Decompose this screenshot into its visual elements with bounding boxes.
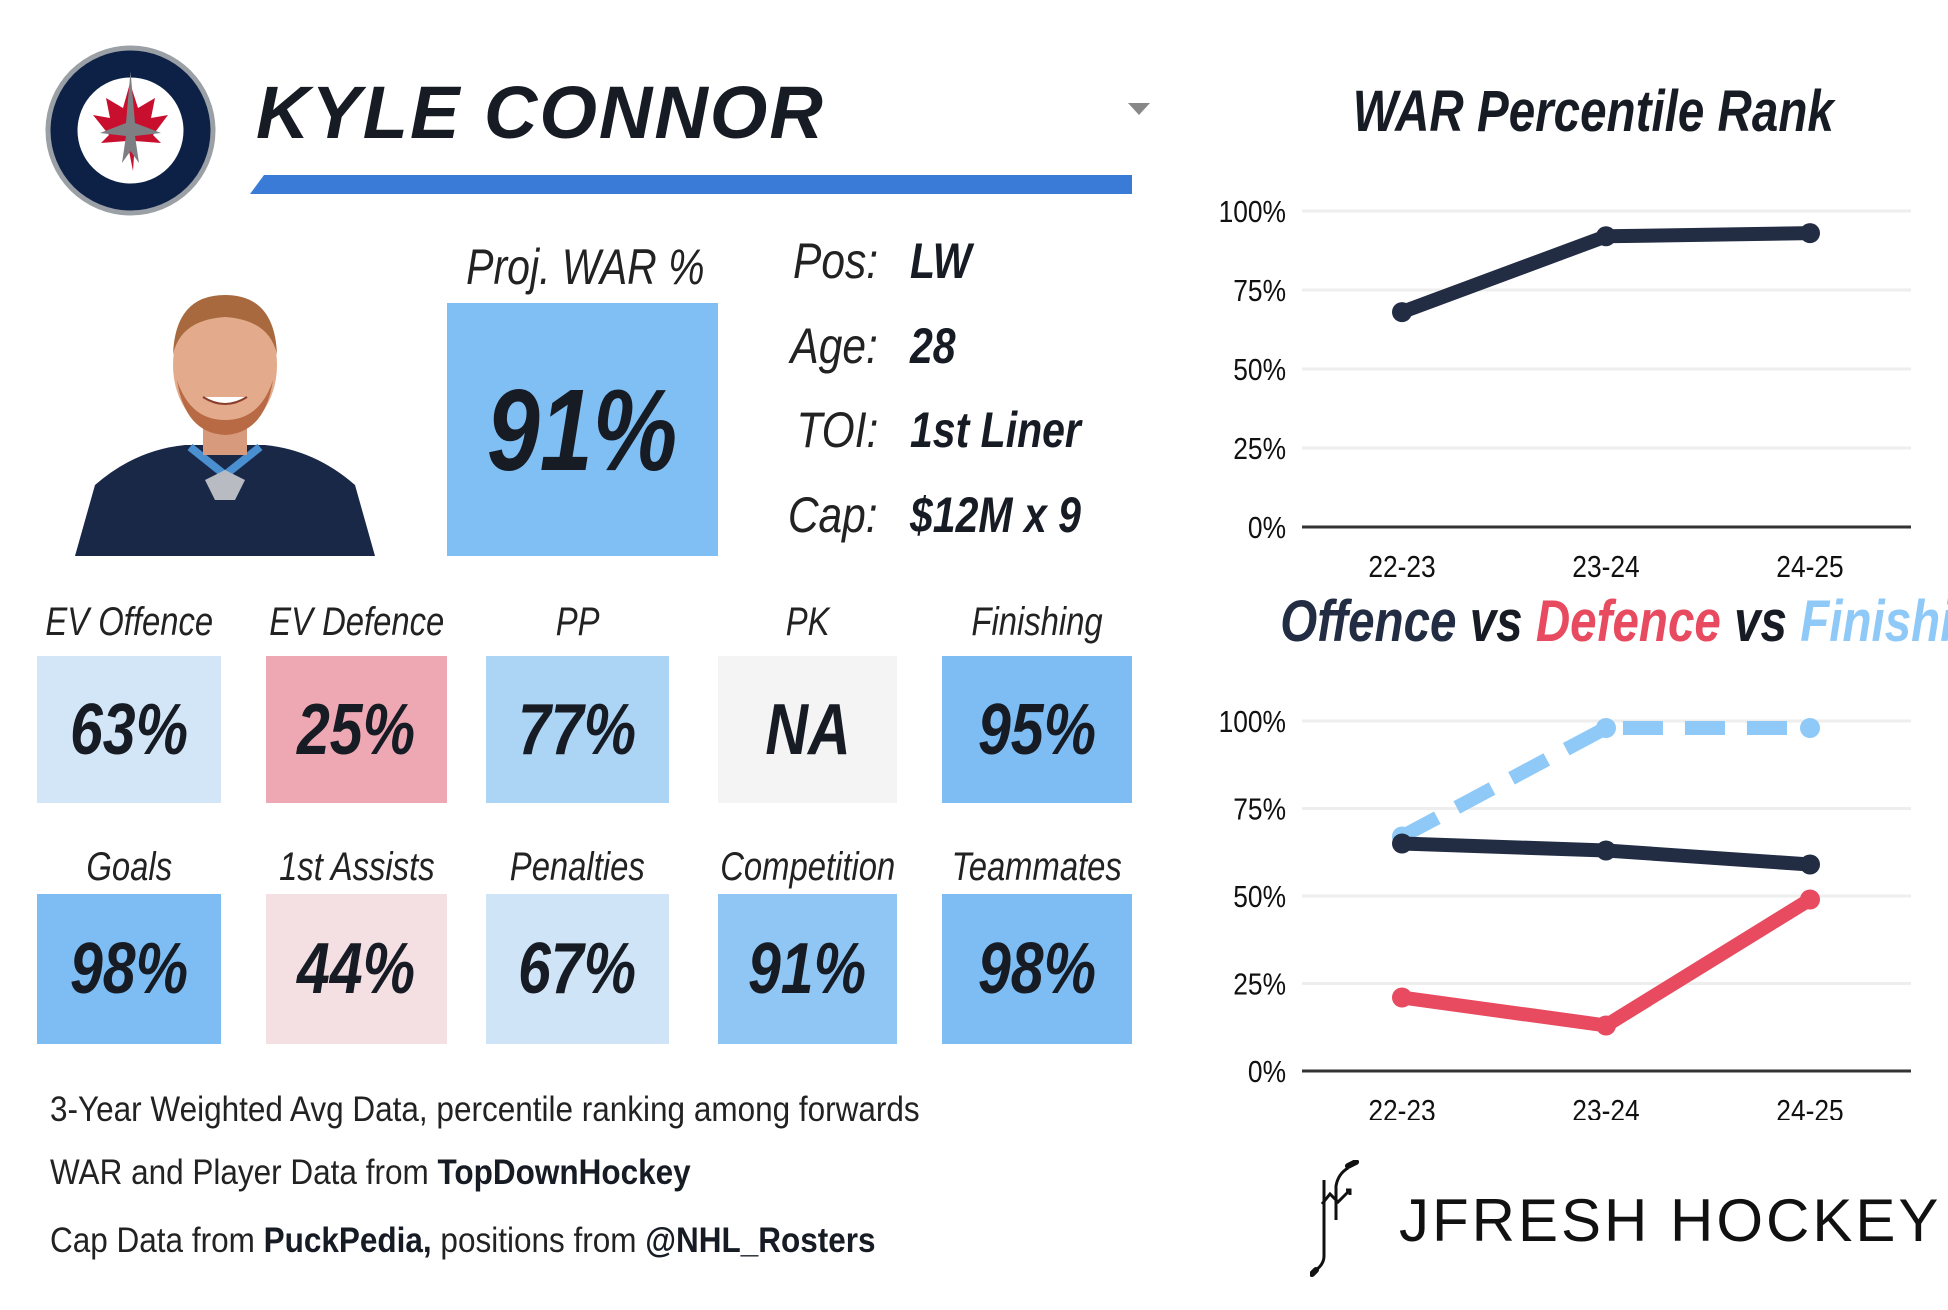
metric-tile: 95% — [942, 656, 1132, 803]
title-underline — [250, 175, 1132, 194]
info-row-position: Pos: LW — [792, 233, 972, 289]
y-tick-label: 50% — [1233, 880, 1286, 914]
y-tick-label: 25% — [1233, 432, 1286, 466]
y-tick-label: 100% — [1219, 195, 1286, 229]
metric-tile: 44% — [266, 894, 447, 1044]
team-logo — [45, 45, 216, 216]
proj-war-value: 91% — [487, 364, 678, 495]
title-defence: Defence — [1535, 589, 1721, 654]
footer-source-war: WAR and Player Data from TopDownHockey — [50, 1153, 691, 1192]
x-tick-label: 23-24 — [1572, 1094, 1639, 1120]
metric-label: EV Offence — [45, 600, 213, 644]
data-point-defence — [1596, 1015, 1616, 1036]
offence-defence-finishing-chart: 0% 25% 50% 75% 100% 22-23 23-24 24-25 — [1219, 705, 1911, 1120]
x-tick-label: 24-25 — [1776, 1094, 1843, 1120]
y-tick-label: 100% — [1219, 705, 1286, 739]
data-point-defence — [1392, 987, 1412, 1008]
chart1-title: WAR Percentile Rank — [1352, 79, 1834, 144]
footer-note: 3-Year Weighted Avg Data, percentile ran… — [50, 1090, 920, 1129]
x-tick-label: 22-23 — [1368, 1094, 1435, 1120]
player-name: KYLE CONNOR — [256, 71, 825, 154]
y-tick-label: 75% — [1233, 793, 1286, 827]
war-percentile-chart: 0% 25% 50% 75% 100% 22-23 23-24 24-25 — [1219, 195, 1911, 585]
proj-war-box: 91% — [447, 303, 718, 556]
series-line-finishing — [1398, 721, 1810, 843]
metric-tile: 63% — [37, 656, 221, 803]
brand-name: JFRESH HOCKEY — [1399, 1187, 1942, 1254]
info-row-toi: TOI: 1st Liner — [796, 402, 1081, 458]
data-point-war — [1800, 223, 1820, 244]
metric-tile: 98% — [942, 894, 1132, 1044]
proj-war-label: Proj. WAR % — [466, 239, 705, 295]
series-line-defence — [1401, 893, 1814, 1033]
chart2-title: Offence vs Defence vs Finishing — [1200, 588, 1948, 655]
metric-tile: 91% — [718, 894, 897, 1044]
player-dropdown-caret-icon[interactable] — [1128, 103, 1150, 115]
data-point-offence — [1596, 840, 1616, 861]
data-point-defence — [1800, 889, 1820, 910]
metric-tile: 98% — [37, 894, 221, 1044]
x-tick-label: 22-23 — [1368, 550, 1435, 584]
info-row-cap: Cap: $12M x 9 — [788, 487, 1081, 543]
y-tick-label: 75% — [1233, 274, 1286, 308]
data-point-war — [1596, 226, 1616, 247]
metric-label: Competition — [719, 845, 896, 889]
metric-label: Finishing — [971, 600, 1103, 644]
metric-label: EV Defence — [268, 600, 445, 644]
data-point-offence — [1392, 833, 1412, 854]
footer-source-cap: Cap Data from PuckPedia, positions from … — [50, 1221, 876, 1260]
metric-label: Goals — [86, 845, 172, 889]
x-tick-label: 24-25 — [1776, 550, 1843, 584]
data-point-offence — [1800, 854, 1820, 875]
y-tick-label: 0% — [1248, 511, 1286, 545]
metric-label: 1st Assists — [278, 845, 435, 889]
y-tick-label: 50% — [1233, 353, 1286, 387]
data-point-finishing — [1800, 718, 1820, 738]
data-point-finishing — [1596, 718, 1616, 738]
data-point-war — [1392, 302, 1412, 323]
x-tick-label: 23-24 — [1572, 550, 1639, 584]
metric-tile: 67% — [486, 894, 669, 1044]
metric-label: Penalties — [510, 845, 645, 889]
player-photo — [75, 295, 375, 556]
title-finishing: Finishing — [1800, 589, 1948, 654]
metric-label: PP — [555, 600, 600, 644]
brand-logo-icon — [1310, 1160, 1359, 1277]
info-row-age: Age: 28 — [790, 318, 956, 374]
metric-label: Teammates — [951, 845, 1123, 889]
metric-tile: 25% — [266, 656, 447, 803]
title-offence: Offence — [1280, 589, 1457, 654]
metric-tile: 77% — [486, 656, 669, 803]
y-tick-label: 0% — [1248, 1055, 1286, 1089]
metric-tile: NA — [718, 656, 897, 803]
metric-label: PK — [785, 600, 830, 644]
y-tick-label: 25% — [1233, 968, 1286, 1002]
